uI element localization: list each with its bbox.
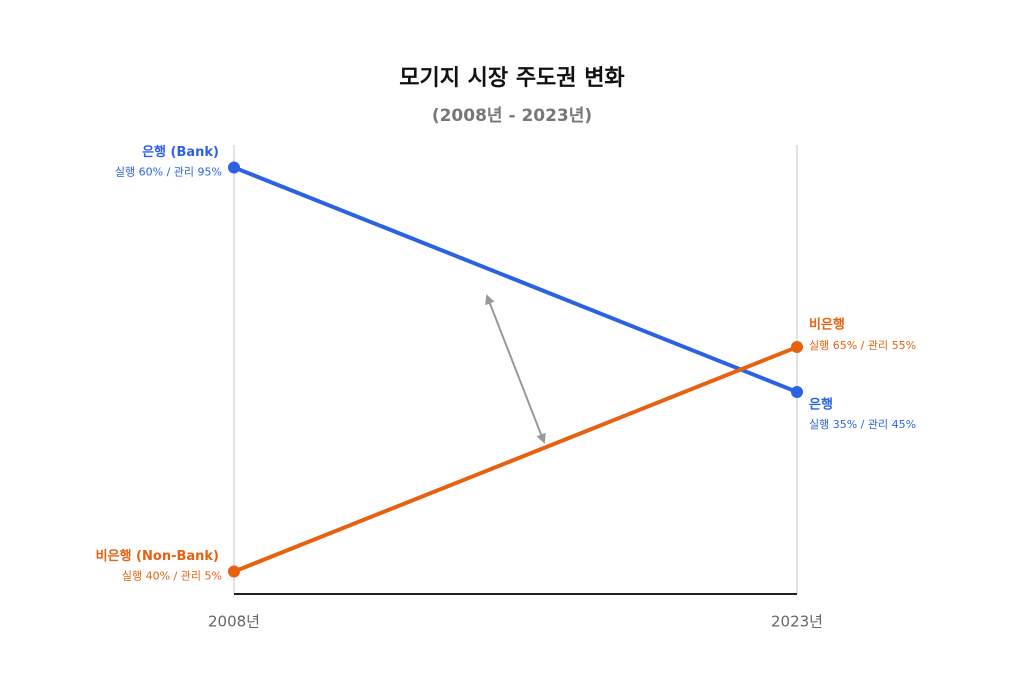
value-label: 실행 35% / 관리 45% (809, 418, 916, 431)
series-label: 비은행 (Non-Bank) (96, 548, 219, 564)
series-line (233, 345, 798, 574)
chart-title: 모기지 시장 주도권 변화 (399, 66, 624, 91)
value-label: 실행 65% / 관리 55% (809, 339, 916, 352)
series-label: 은행 (Bank) (142, 144, 219, 160)
chart-subtitle: (2008년 - 2023년) (432, 106, 592, 126)
value-label: 실행 40% / 관리 5% (122, 570, 222, 583)
value-label: 실행 60% / 관리 95% (115, 165, 222, 178)
series-point (228, 161, 240, 174)
x-tick-label: 2023년 (771, 613, 823, 631)
series-point (791, 385, 803, 398)
shift-arrow (485, 294, 546, 444)
series-point (791, 341, 803, 354)
series-label: 은행 (809, 396, 833, 412)
series-line (233, 165, 798, 394)
series-label: 비은행 (809, 317, 845, 333)
series-point (228, 565, 240, 578)
x-tick-label: 2008년 (208, 613, 260, 631)
